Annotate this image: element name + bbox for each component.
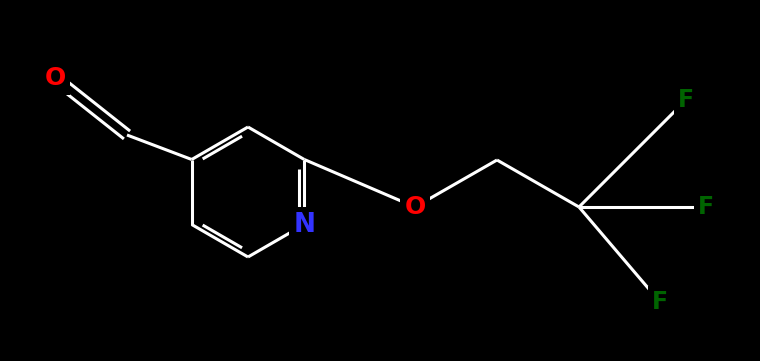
Text: F: F	[678, 88, 694, 112]
Text: F: F	[698, 195, 714, 219]
Text: O: O	[404, 195, 426, 219]
Text: F: F	[652, 290, 668, 314]
Text: N: N	[293, 212, 315, 238]
Text: O: O	[44, 66, 65, 90]
